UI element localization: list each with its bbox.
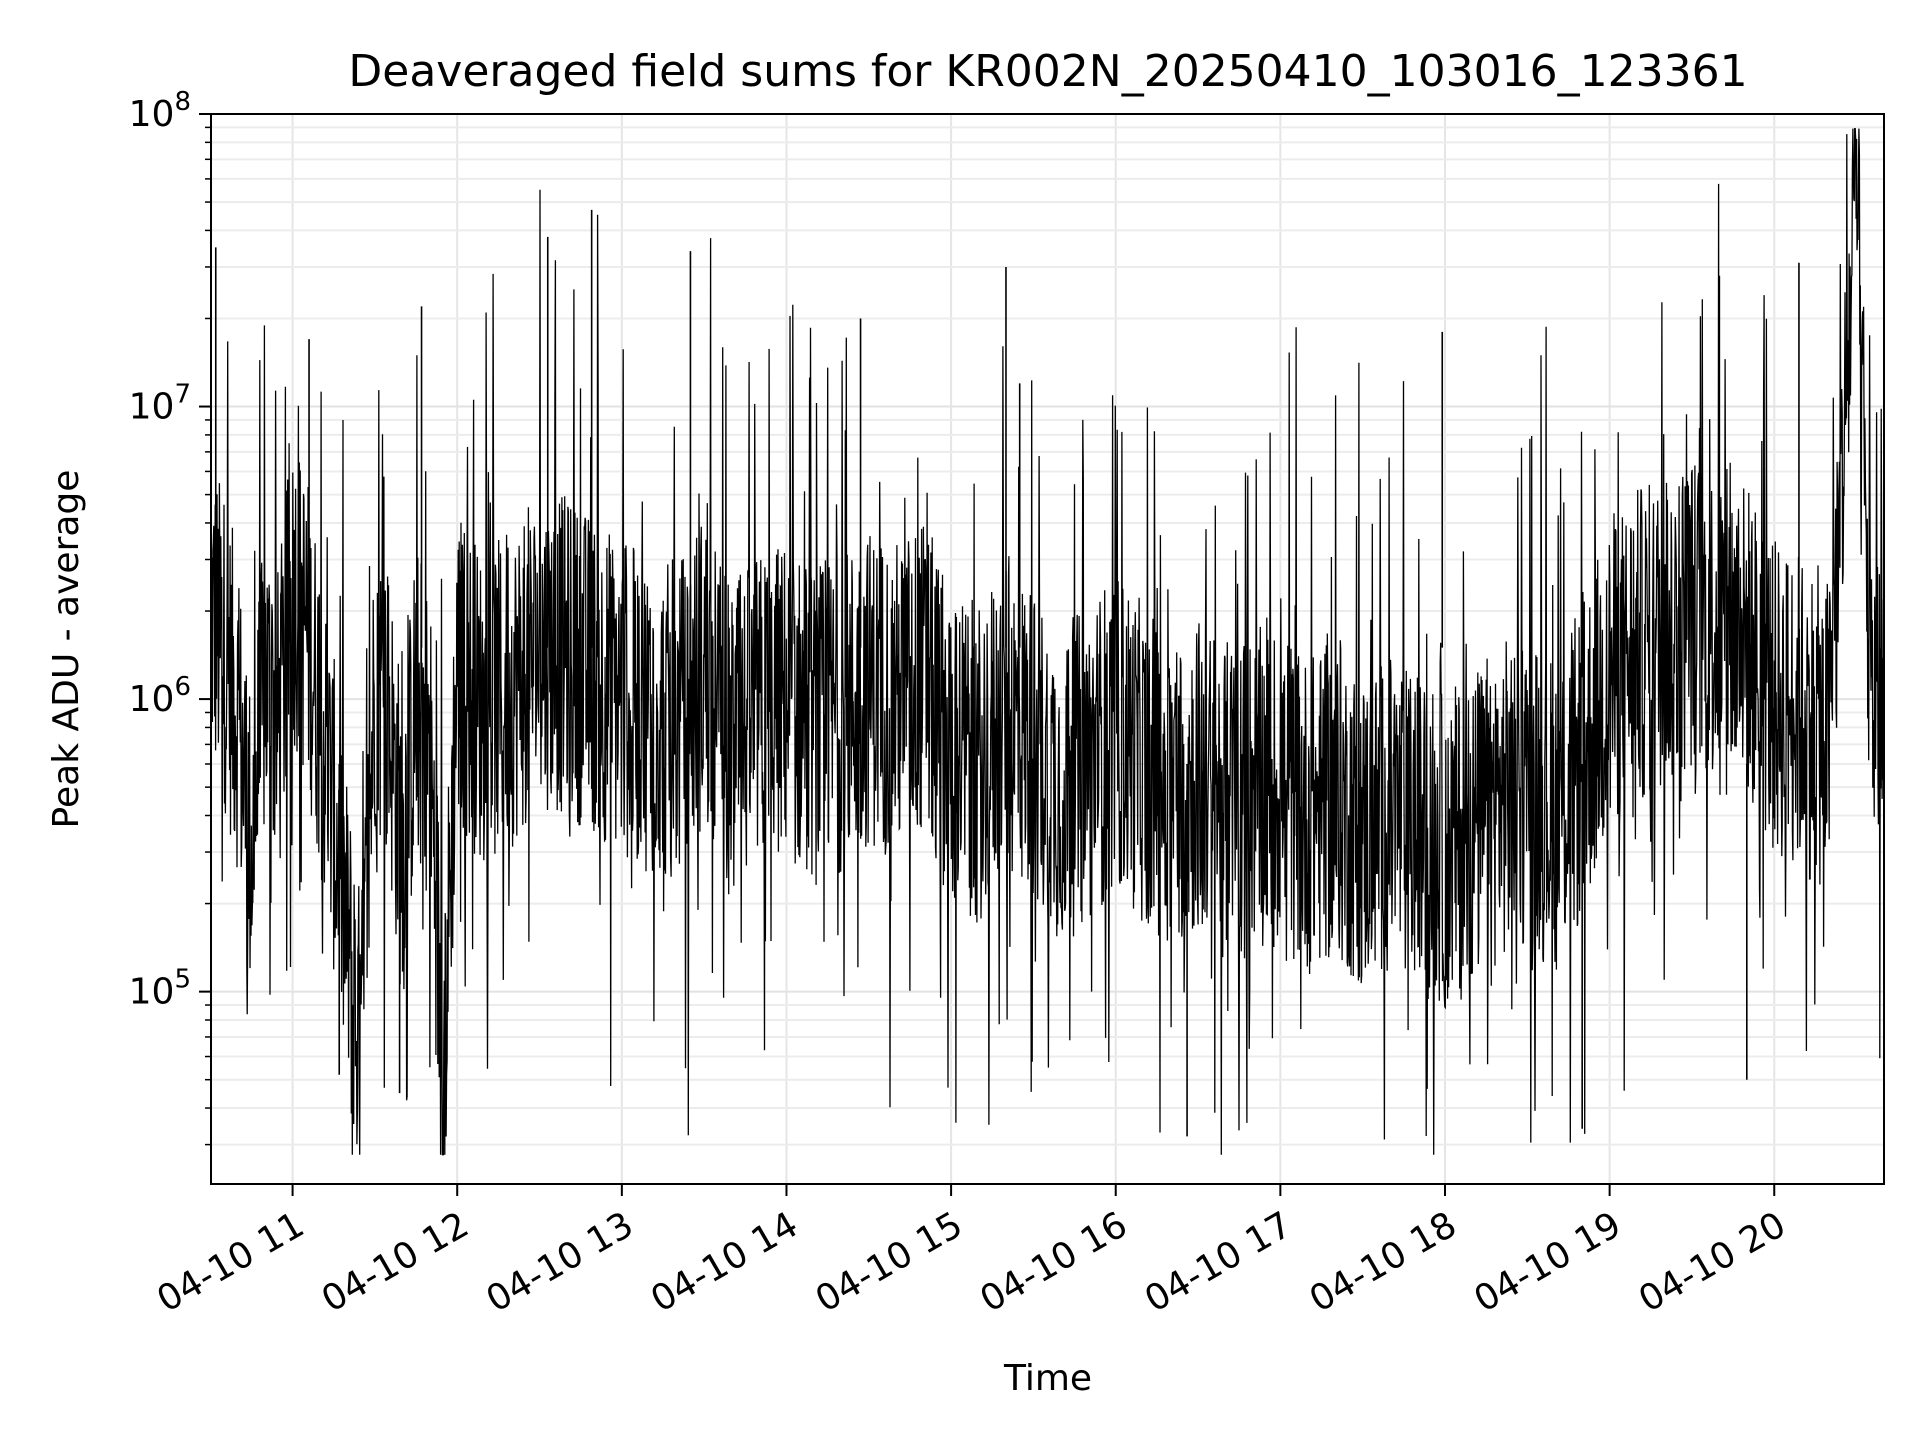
series-line (210, 127, 1885, 1156)
y-tick-label: 105 (129, 965, 191, 1013)
y-axis-ticks: 105 106 107 108 (129, 87, 211, 1146)
x-axis-label: Time (1003, 1358, 1092, 1399)
chart-title: Deaveraged field sums for KR002N_2025041… (348, 46, 1747, 97)
y-tick-label: 108 (129, 87, 191, 135)
y-axis-label: Peak ADU - average (46, 470, 87, 829)
plot-frame (210, 113, 1885, 1185)
y-tick-label: 107 (129, 380, 191, 428)
y-tick-label: 106 (129, 672, 191, 720)
plot-series (210, 127, 1885, 1156)
